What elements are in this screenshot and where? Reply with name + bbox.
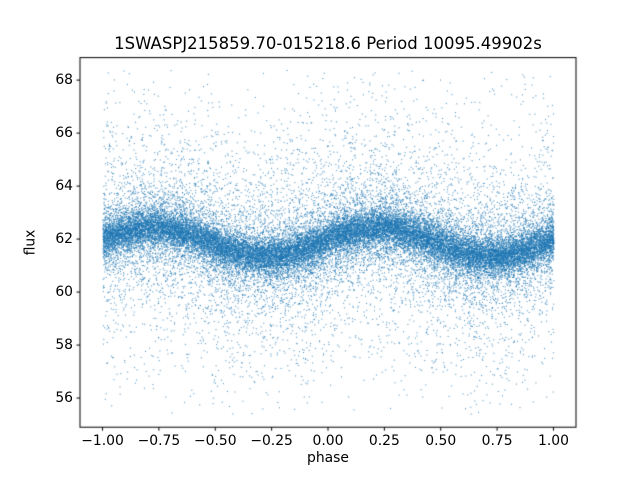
y-tick-label: 68 — [55, 71, 73, 88]
y-tick-label: 56 — [55, 389, 73, 406]
x-tick-label: 0.75 — [481, 433, 513, 450]
x-tick-label: −1.00 — [81, 433, 124, 450]
x-axis-label: phase — [307, 450, 349, 466]
y-tick-label: 64 — [55, 177, 73, 194]
chart-title: 1SWASPJ215859.70-015218.6 Period 10095.4… — [114, 34, 542, 53]
y-tick-label: 66 — [55, 124, 73, 141]
y-tick-label: 58 — [55, 336, 73, 353]
y-tick-label: 60 — [55, 283, 73, 300]
x-tick-label: 0.50 — [425, 433, 457, 450]
y-tick-label: 62 — [55, 230, 73, 247]
x-tick-label: −0.50 — [193, 433, 237, 450]
x-tick-label: 0.00 — [312, 433, 344, 450]
x-tick-label: 0.25 — [368, 433, 400, 450]
x-tick-label: −0.25 — [250, 433, 293, 450]
x-tick-label: 1.00 — [537, 433, 569, 450]
x-tick-label: −0.75 — [137, 433, 181, 450]
